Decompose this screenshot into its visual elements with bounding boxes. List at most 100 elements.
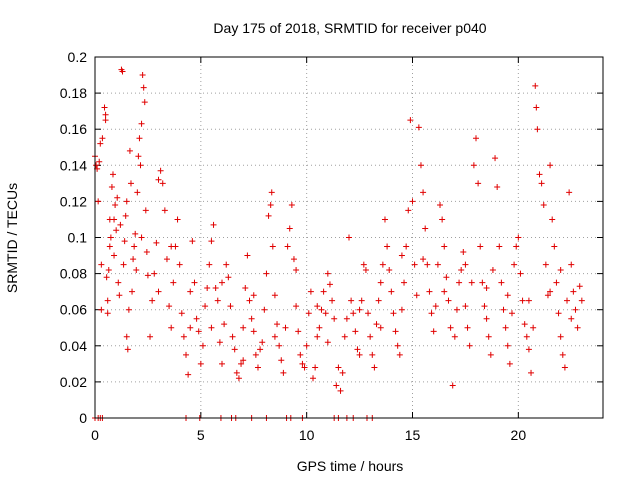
data-point xyxy=(494,183,501,190)
data-point xyxy=(405,207,412,214)
data-point xyxy=(362,266,369,273)
data-point xyxy=(536,171,543,178)
data-point xyxy=(280,369,287,376)
data-point xyxy=(265,212,272,219)
data-point xyxy=(138,120,145,127)
data-point xyxy=(199,342,206,349)
x-tick-label: 0 xyxy=(91,427,99,443)
data-point xyxy=(123,333,130,340)
data-point xyxy=(367,333,374,340)
data-point xyxy=(441,288,448,295)
data-point xyxy=(460,248,467,255)
data-point xyxy=(564,297,571,304)
data-point xyxy=(483,285,490,292)
data-point xyxy=(97,140,104,147)
data-point xyxy=(492,155,499,162)
data-point xyxy=(394,342,401,349)
data-point xyxy=(532,82,539,89)
data-point xyxy=(240,324,247,331)
data-point xyxy=(386,266,393,273)
data-point xyxy=(151,270,158,277)
data-point xyxy=(187,288,194,295)
y-axis-label: SRMTID / TECUs xyxy=(4,183,20,293)
data-point xyxy=(549,216,556,223)
data-point xyxy=(430,328,437,335)
data-point xyxy=(153,239,160,246)
data-point xyxy=(96,158,103,165)
data-point xyxy=(384,243,391,250)
data-point xyxy=(101,104,108,111)
data-point xyxy=(473,135,479,142)
data-point xyxy=(307,288,314,295)
data-point xyxy=(426,288,433,295)
data-point xyxy=(155,176,162,183)
data-point xyxy=(566,189,573,196)
data-point xyxy=(225,274,232,281)
data-point xyxy=(168,324,175,331)
data-point xyxy=(371,364,378,371)
data-point xyxy=(388,288,395,295)
data-point xyxy=(126,147,133,154)
data-point xyxy=(365,310,372,317)
data-point xyxy=(276,342,283,349)
y-tick-label: 0.16 xyxy=(60,121,87,137)
data-point xyxy=(447,324,454,331)
data-point xyxy=(576,283,583,290)
plot-frame xyxy=(94,56,604,419)
data-point xyxy=(331,315,338,322)
data-point xyxy=(122,212,129,219)
data-point xyxy=(439,216,446,223)
data-point xyxy=(377,324,384,331)
data-point xyxy=(485,333,492,340)
data-point xyxy=(578,297,585,304)
data-point xyxy=(462,261,469,268)
data-point xyxy=(358,297,365,304)
data-point xyxy=(155,288,162,295)
x-tick-label: 10 xyxy=(299,427,315,443)
data-point xyxy=(242,285,249,292)
data-point xyxy=(295,328,302,335)
data-point xyxy=(470,162,477,169)
data-point xyxy=(420,256,427,263)
data-point xyxy=(339,369,346,376)
data-point xyxy=(115,279,122,286)
data-point xyxy=(525,346,532,353)
data-point xyxy=(108,183,115,190)
data-point xyxy=(453,306,460,313)
data-point xyxy=(210,221,217,228)
data-point xyxy=(318,306,325,313)
data-point xyxy=(396,351,403,358)
data-point xyxy=(206,261,213,268)
data-point xyxy=(103,274,110,281)
y-tick-label: 0.12 xyxy=(60,193,87,209)
data-point xyxy=(227,303,234,310)
data-point xyxy=(314,303,321,310)
data-point xyxy=(112,202,119,209)
data-point xyxy=(248,315,255,322)
data-point xyxy=(530,324,537,331)
data-point xyxy=(542,261,549,268)
data-point xyxy=(422,225,429,232)
data-point xyxy=(113,227,120,234)
data-point xyxy=(326,281,333,288)
data-point xyxy=(415,124,422,131)
data-point xyxy=(413,292,420,299)
data-point xyxy=(123,198,130,205)
data-point xyxy=(519,297,526,304)
data-point xyxy=(166,303,173,310)
data-point xyxy=(369,351,376,358)
data-point xyxy=(464,324,471,331)
data-point xyxy=(409,198,416,205)
grid-lines xyxy=(95,57,603,418)
x-axis-label: GPS time / hours xyxy=(297,458,404,474)
data-point xyxy=(130,256,137,263)
data-point xyxy=(168,243,175,250)
data-point xyxy=(515,234,522,241)
data-point xyxy=(356,306,363,313)
data-point xyxy=(197,360,204,367)
data-point xyxy=(278,357,285,364)
data-point xyxy=(343,315,350,322)
data-point xyxy=(219,279,225,286)
data-point xyxy=(401,279,408,286)
data-point xyxy=(398,306,405,313)
